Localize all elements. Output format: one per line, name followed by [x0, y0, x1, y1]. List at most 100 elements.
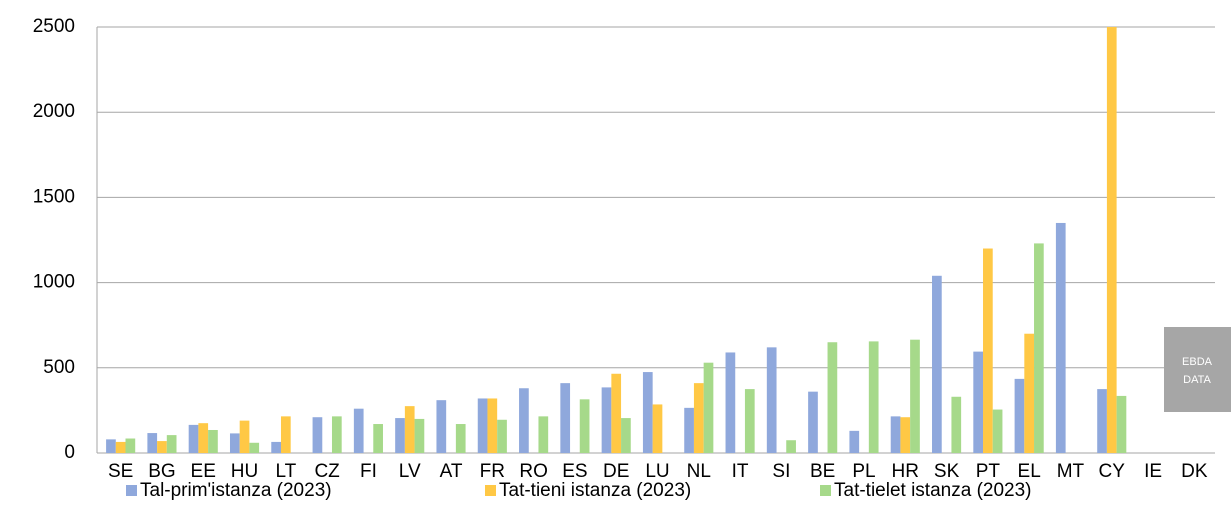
bar: [951, 396, 962, 453]
bar: [188, 424, 199, 453]
bar: [487, 398, 498, 453]
x-tick-label: SI: [772, 461, 790, 482]
bar: [808, 391, 818, 453]
legend-label: Tat-tieni istanza (2023): [499, 480, 691, 501]
bar: [932, 275, 942, 453]
bar: [1024, 333, 1035, 453]
x-tick-label: LT: [275, 461, 296, 482]
bar: [786, 440, 796, 453]
bar: [1106, 27, 1117, 453]
bar: [198, 423, 209, 453]
bar: [621, 418, 631, 453]
bar: [249, 442, 260, 453]
y-tick-label: 500: [43, 357, 75, 378]
x-tick-label: BG: [148, 461, 175, 482]
x-tick-label: LU: [645, 461, 669, 482]
bar: [477, 398, 488, 453]
bar: [331, 416, 342, 453]
bar: [766, 347, 777, 453]
x-tick-label: FR: [480, 461, 505, 482]
x-tick-label: IT: [732, 461, 749, 482]
x-tick-label: MT: [1057, 461, 1085, 482]
bar: [239, 420, 250, 453]
x-tick-label: HU: [231, 461, 258, 482]
bar: [611, 373, 622, 453]
x-tick-label: SE: [108, 461, 133, 482]
y-tick-label: 0: [64, 442, 75, 463]
bar: [455, 424, 466, 453]
x-tick-label: EL: [1018, 461, 1041, 482]
bar: [560, 383, 571, 453]
bar: [744, 389, 755, 453]
bar: [868, 341, 879, 453]
bar: [229, 433, 240, 453]
legend-marker: [126, 485, 137, 496]
bar: [1034, 243, 1044, 453]
y-tick-label: 1500: [33, 186, 75, 207]
x-tick-label: DE: [603, 461, 629, 482]
bar: [373, 424, 383, 453]
x-tick-label: FI: [360, 461, 377, 482]
bar: [414, 418, 425, 453]
bar: [1116, 395, 1127, 453]
bar: [1055, 222, 1066, 453]
watermark: EBDA: [1182, 356, 1213, 368]
x-tick-label: NL: [687, 461, 711, 482]
bar: [353, 408, 364, 453]
bar: [890, 416, 901, 453]
bar: [992, 409, 1003, 453]
bar: [642, 372, 653, 453]
x-tick-label: LV: [399, 461, 421, 482]
bar: [725, 352, 736, 453]
bar: [271, 441, 281, 453]
bar: [601, 387, 612, 453]
legend-marker: [485, 485, 496, 496]
bar: [147, 433, 158, 453]
x-tick-label: EE: [191, 461, 216, 482]
x-tick-label: CY: [1099, 461, 1126, 482]
bar: [1097, 389, 1107, 453]
bar: [157, 441, 167, 453]
bar: [115, 441, 126, 453]
x-tick-label: HR: [892, 461, 919, 482]
bar: [900, 417, 911, 453]
x-tick-label: CZ: [314, 461, 340, 482]
bar: [166, 435, 177, 453]
watermark-box: [1164, 327, 1231, 412]
bar: [827, 342, 838, 453]
bar: [538, 416, 549, 453]
legend-label: Tat-tielet istanza (2023): [834, 480, 1032, 501]
bar: [125, 438, 136, 453]
bar: [312, 417, 323, 453]
bar: [684, 407, 694, 453]
x-tick-label: PL: [852, 461, 875, 482]
bar: [652, 404, 663, 453]
y-tick-label: 2000: [33, 101, 75, 122]
bar: [404, 406, 415, 453]
watermark: DATA: [1183, 374, 1211, 386]
bar: [519, 388, 529, 453]
bar: [849, 430, 860, 453]
bar: [436, 400, 447, 453]
bar: [983, 248, 993, 453]
bar: [395, 418, 405, 453]
bar: [106, 439, 116, 453]
x-tick-label: RO: [519, 461, 548, 482]
bar: [208, 429, 218, 453]
bar: [703, 362, 714, 453]
bar: [973, 351, 984, 453]
y-tick-label: 1000: [33, 272, 75, 293]
bar: [910, 339, 920, 453]
x-tick-label: DK: [1181, 461, 1208, 482]
x-tick-label: ES: [562, 461, 587, 482]
x-tick-label: IE: [1144, 461, 1162, 482]
bar: [579, 399, 590, 453]
y-tick-label: 2500: [33, 16, 75, 37]
x-tick-label: PT: [976, 461, 1001, 482]
x-tick-label: SK: [934, 461, 960, 482]
x-tick-label: BE: [810, 461, 835, 482]
x-tick-label: AT: [440, 461, 463, 482]
bar: [280, 416, 291, 453]
bar: [497, 419, 507, 453]
